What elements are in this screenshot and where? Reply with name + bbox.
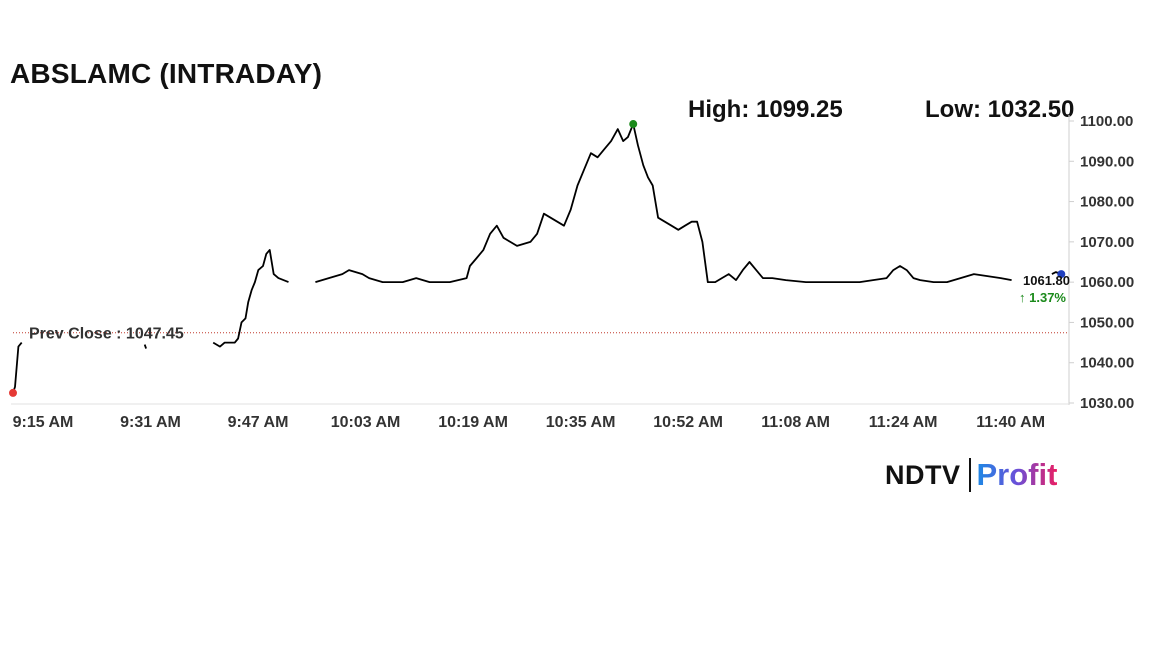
x-tick-label: 11:08 AM — [761, 414, 830, 431]
x-tick-label: 9:47 AM — [228, 414, 289, 431]
y-tick-label: 1040.00 — [1080, 355, 1134, 372]
y-tick-label: 1080.00 — [1080, 194, 1134, 211]
chart-title: ABSLAMC (INTRADAY) — [10, 58, 323, 89]
logo-brand: NDTV — [885, 459, 961, 490]
y-axis: 1100.00 1090.00 1080.00 1070.00 1060.00 1050.… — [1068, 113, 1134, 412]
x-tick-label: 9:31 AM — [120, 414, 181, 431]
x-axis: 9:15 AM 9:31 AM 9:47 AM 10:03 AM 10:19 AM 10:… — [11, 403, 1069, 431]
ndtv-profit-logo: NDTV Profit — [885, 455, 1057, 495]
y-tick-label: 1050.00 — [1080, 314, 1134, 331]
y-tick-label: 1100.00 — [1080, 113, 1133, 130]
y-tick-label: 1060.00 — [1080, 274, 1134, 291]
high-label: High: 1099.25 — [688, 96, 843, 123]
change-percent-label: ↑ 1.37% — [1019, 290, 1066, 305]
x-tick-label: 10:19 AM — [438, 414, 508, 431]
prev-close-label: Prev Close : 1047.45 — [29, 326, 184, 343]
price-line — [12, 123, 1062, 394]
x-tick-label: 10:03 AM — [331, 414, 401, 431]
high-marker — [629, 120, 638, 129]
x-tick-label: 10:35 AM — [546, 414, 616, 431]
y-tick-label: 1030.00 — [1080, 395, 1134, 412]
y-tick-label: 1070.00 — [1080, 234, 1134, 251]
last-price-marker — [1057, 270, 1066, 279]
price-line-segment — [12, 342, 23, 394]
last-price-label: 1061.80 — [1023, 273, 1070, 288]
logo-product: Profit — [976, 457, 1058, 492]
x-tick-label: 11:40 AM — [976, 414, 1045, 431]
low-marker — [9, 388, 17, 397]
x-tick-label: 9:15 AM — [13, 414, 74, 431]
y-tick-label: 1090.00 — [1080, 153, 1134, 170]
price-line-segment — [212, 248, 289, 348]
logo-divider — [968, 458, 971, 492]
price-line-segment — [315, 123, 1012, 284]
price-line-segment — [143, 344, 147, 349]
x-tick-label: 10:52 AM — [653, 414, 723, 431]
x-tick-label: 11:24 AM — [869, 414, 938, 431]
low-label: Low: 1032.50 — [925, 96, 1075, 123]
